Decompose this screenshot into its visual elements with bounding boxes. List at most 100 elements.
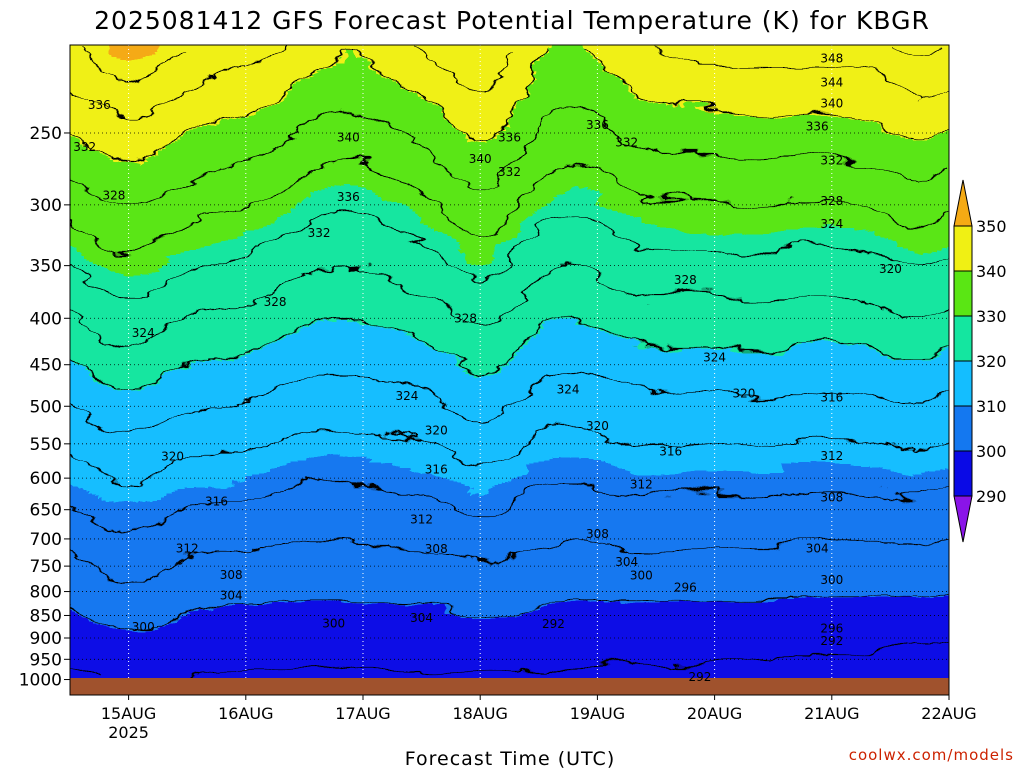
contour-label: 316 [659,445,682,459]
y-tick-label: 1000 [19,671,62,691]
x-tick-label: 21AUG [804,704,859,723]
contour-label: 320 [732,386,755,400]
y-tick-label: 750 [30,557,62,577]
y-tick-label: 650 [30,501,62,521]
contour-label: 300 [132,620,155,634]
contour-label: 304 [410,611,433,625]
contour-label: 292 [820,634,843,648]
contour-label: 304 [806,541,829,555]
x-tick-label: 16AUG [218,704,273,723]
contour-label: 324 [820,217,843,231]
contour-label: 336 [806,120,829,134]
ground-surface [70,678,949,695]
contour-label: 292 [688,670,711,684]
contour-label: 300 [820,573,843,587]
contour-label: 316 [205,495,228,509]
colorbar-tick-label: 300 [976,442,1007,461]
contour-label: 332 [498,165,521,179]
contour-label: 304 [615,555,638,569]
contour-label: 312 [820,449,843,463]
y-tick-label: 500 [30,397,62,417]
y-tick-label: 550 [30,435,62,455]
grid-lines [70,45,950,680]
plot-area: 348 344 340 336 336 336 336 340 340 332 332 332 332 3… [69,44,950,696]
colorbar-bin [953,225,973,272]
colorbar: 290 300 310 320 330 340 350 [953,179,1007,543]
contour-label: 348 [820,52,843,66]
contour-label: 300 [322,617,345,631]
colorbar-arrow-top [953,179,973,227]
plot-frame [69,44,950,696]
isotherm-lines [70,45,949,678]
colorbar-bin [953,360,973,407]
y-tick-label: 250 [30,124,62,144]
y-tick-label: 800 [30,583,62,603]
colorbar-tick-label: 310 [976,397,1007,416]
contour-label: 332 [73,140,96,154]
y-tick-label: 700 [30,530,62,550]
contour-label: 340 [469,152,492,166]
contour-label: 332 [615,135,638,149]
contour-label: 324 [557,382,580,396]
x-tick-label: 20AUG [687,704,742,723]
contour-label: 320 [586,419,609,433]
contour-label: 320 [161,450,184,464]
contour-label: 336 [498,131,521,145]
contour-label: 308 [820,490,843,504]
colorbar-arrow-bottom [953,495,973,543]
credit-text: coolwx.com/models [849,746,1014,764]
contour-label: 328 [674,273,697,287]
temperature-bands [70,45,949,678]
colorbar-tick-label: 290 [976,487,1007,506]
y-tick-label: 400 [30,309,62,329]
contour-label: 308 [425,542,448,556]
contour-label: 324 [132,326,155,340]
colorbar-bin [953,450,973,497]
y-tick-label: 300 [30,196,62,216]
contour-label: 312 [176,541,199,555]
colorbar-tick-label: 330 [976,307,1007,326]
contour-label: 332 [308,226,331,240]
x-tick-label: 17AUG [335,704,390,723]
contour-label: 308 [220,568,243,582]
contour-label: 316 [820,390,843,404]
x-axis-label: Forecast Time (UTC) [405,748,615,768]
contour-label: 296 [820,622,843,636]
x-tick-sublabel: 2025 [108,723,149,742]
x-tick-label: 19AUG [570,704,625,723]
y-tick-label: 900 [30,629,62,649]
contour-label: 344 [820,76,843,90]
colorbar-tick-label: 340 [976,262,1007,281]
contour-label: 324 [395,389,418,403]
contour-label: 328 [820,194,843,208]
contour-label: 324 [703,351,726,365]
colorbar-bin [953,315,973,362]
chart-title: 2025081412 GFS Forecast Potential Temper… [94,6,930,35]
x-tick-label: 22AUG [921,704,976,723]
colorbar-bin [953,270,973,317]
contour-label: 336 [337,190,360,204]
contour-label: 312 [410,512,433,526]
colorbar-tick-label: 350 [976,217,1007,236]
contour-label: 336 [586,118,609,132]
contour-labels: 348 344 340 336 336 336 336 340 340 332 332 332 332 3… [73,52,902,685]
contour-label: 340 [337,131,360,145]
contour-label: 328 [454,311,477,325]
contour-label: 332 [820,153,843,167]
colorbar-bin [953,405,973,452]
contour-label: 320 [879,262,902,276]
contour-label: 300 [630,568,653,582]
y-tick-label: 600 [30,469,62,489]
y-axis: 250 300 350 400 450 500 550 600 650 700 750 800 850 9… [19,124,70,691]
y-tick-label: 850 [30,606,62,626]
contour-label: 340 [820,97,843,111]
contour-label: 308 [586,527,609,541]
contour-label: 316 [425,463,448,477]
y-tick-label: 450 [30,356,62,376]
y-tick-label: 950 [30,650,62,670]
x-tick-label: 18AUG [452,704,507,723]
contour-label: 296 [674,581,697,595]
y-tick-label: 350 [30,257,62,277]
